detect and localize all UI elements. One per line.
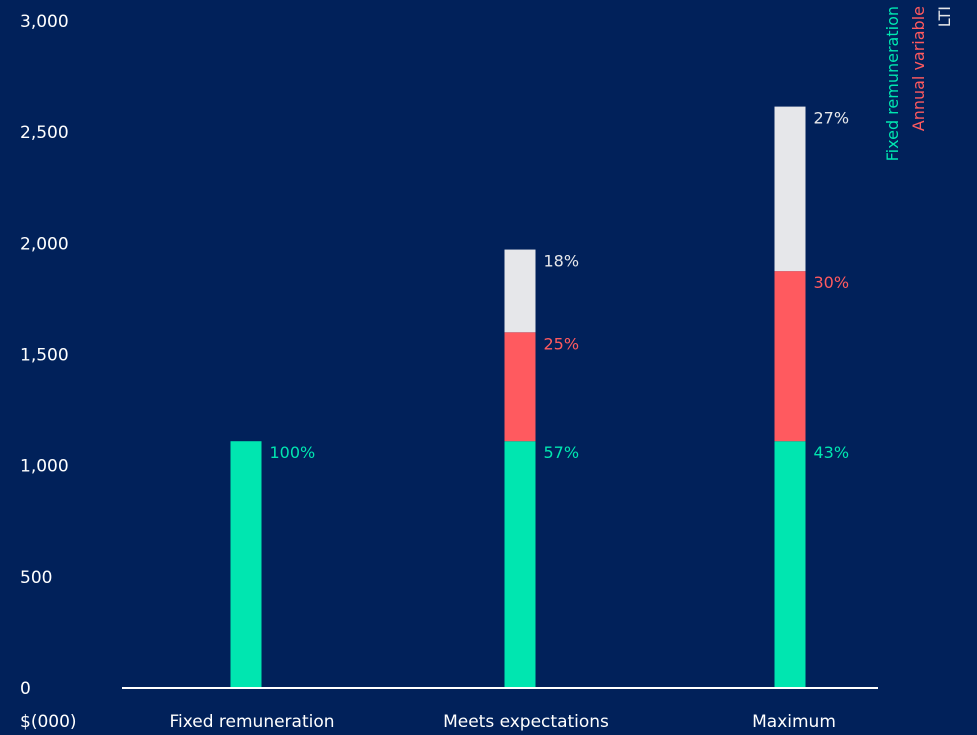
legend: Fixed remuneration Annual variable LTI [883,6,954,161]
data-label: 25% [544,334,580,353]
data-label: 18% [544,252,580,271]
x-tick-label: Fixed remuneration [169,712,334,732]
data-label: 57% [544,443,580,462]
y-tick-label: 2,500 [20,123,69,143]
y-tick-label: 500 [20,568,52,588]
y-tick-label: 3,000 [20,12,69,32]
legend-entry: LTI [935,6,954,27]
y-unit-label: $(000) [20,712,77,732]
legend-entry: Fixed remuneration [883,6,902,161]
x-tick-label: Meets expectations [443,712,609,732]
y-axis: 0 500 1,000 1,500 2,000 2,500 3,000 [20,12,69,699]
bar-segment [504,441,536,688]
bar-segment [504,249,536,333]
bars [230,106,806,688]
bar-segment [230,441,262,688]
legend-entry: Annual variable [909,6,928,131]
bar-segment [504,332,536,442]
bar-segment [774,441,806,688]
x-tick-label: Maximum [752,712,836,732]
y-tick-label: 2,000 [20,234,69,254]
y-tick-label: 1,000 [20,457,69,477]
data-label: 30% [814,273,850,292]
bar-segment [774,271,806,442]
y-tick-label: 0 [20,679,31,699]
data-label: 27% [814,109,850,128]
data-label: 43% [814,443,850,462]
y-tick-label: 1,500 [20,346,69,366]
x-axis: Fixed remuneration Meets expectations Maxi… [169,712,835,732]
data-label: 100% [270,443,316,462]
bar-labels: 100% 57% 25% 18% 43% 30% 27% [270,109,850,463]
bar-segment [774,106,806,272]
